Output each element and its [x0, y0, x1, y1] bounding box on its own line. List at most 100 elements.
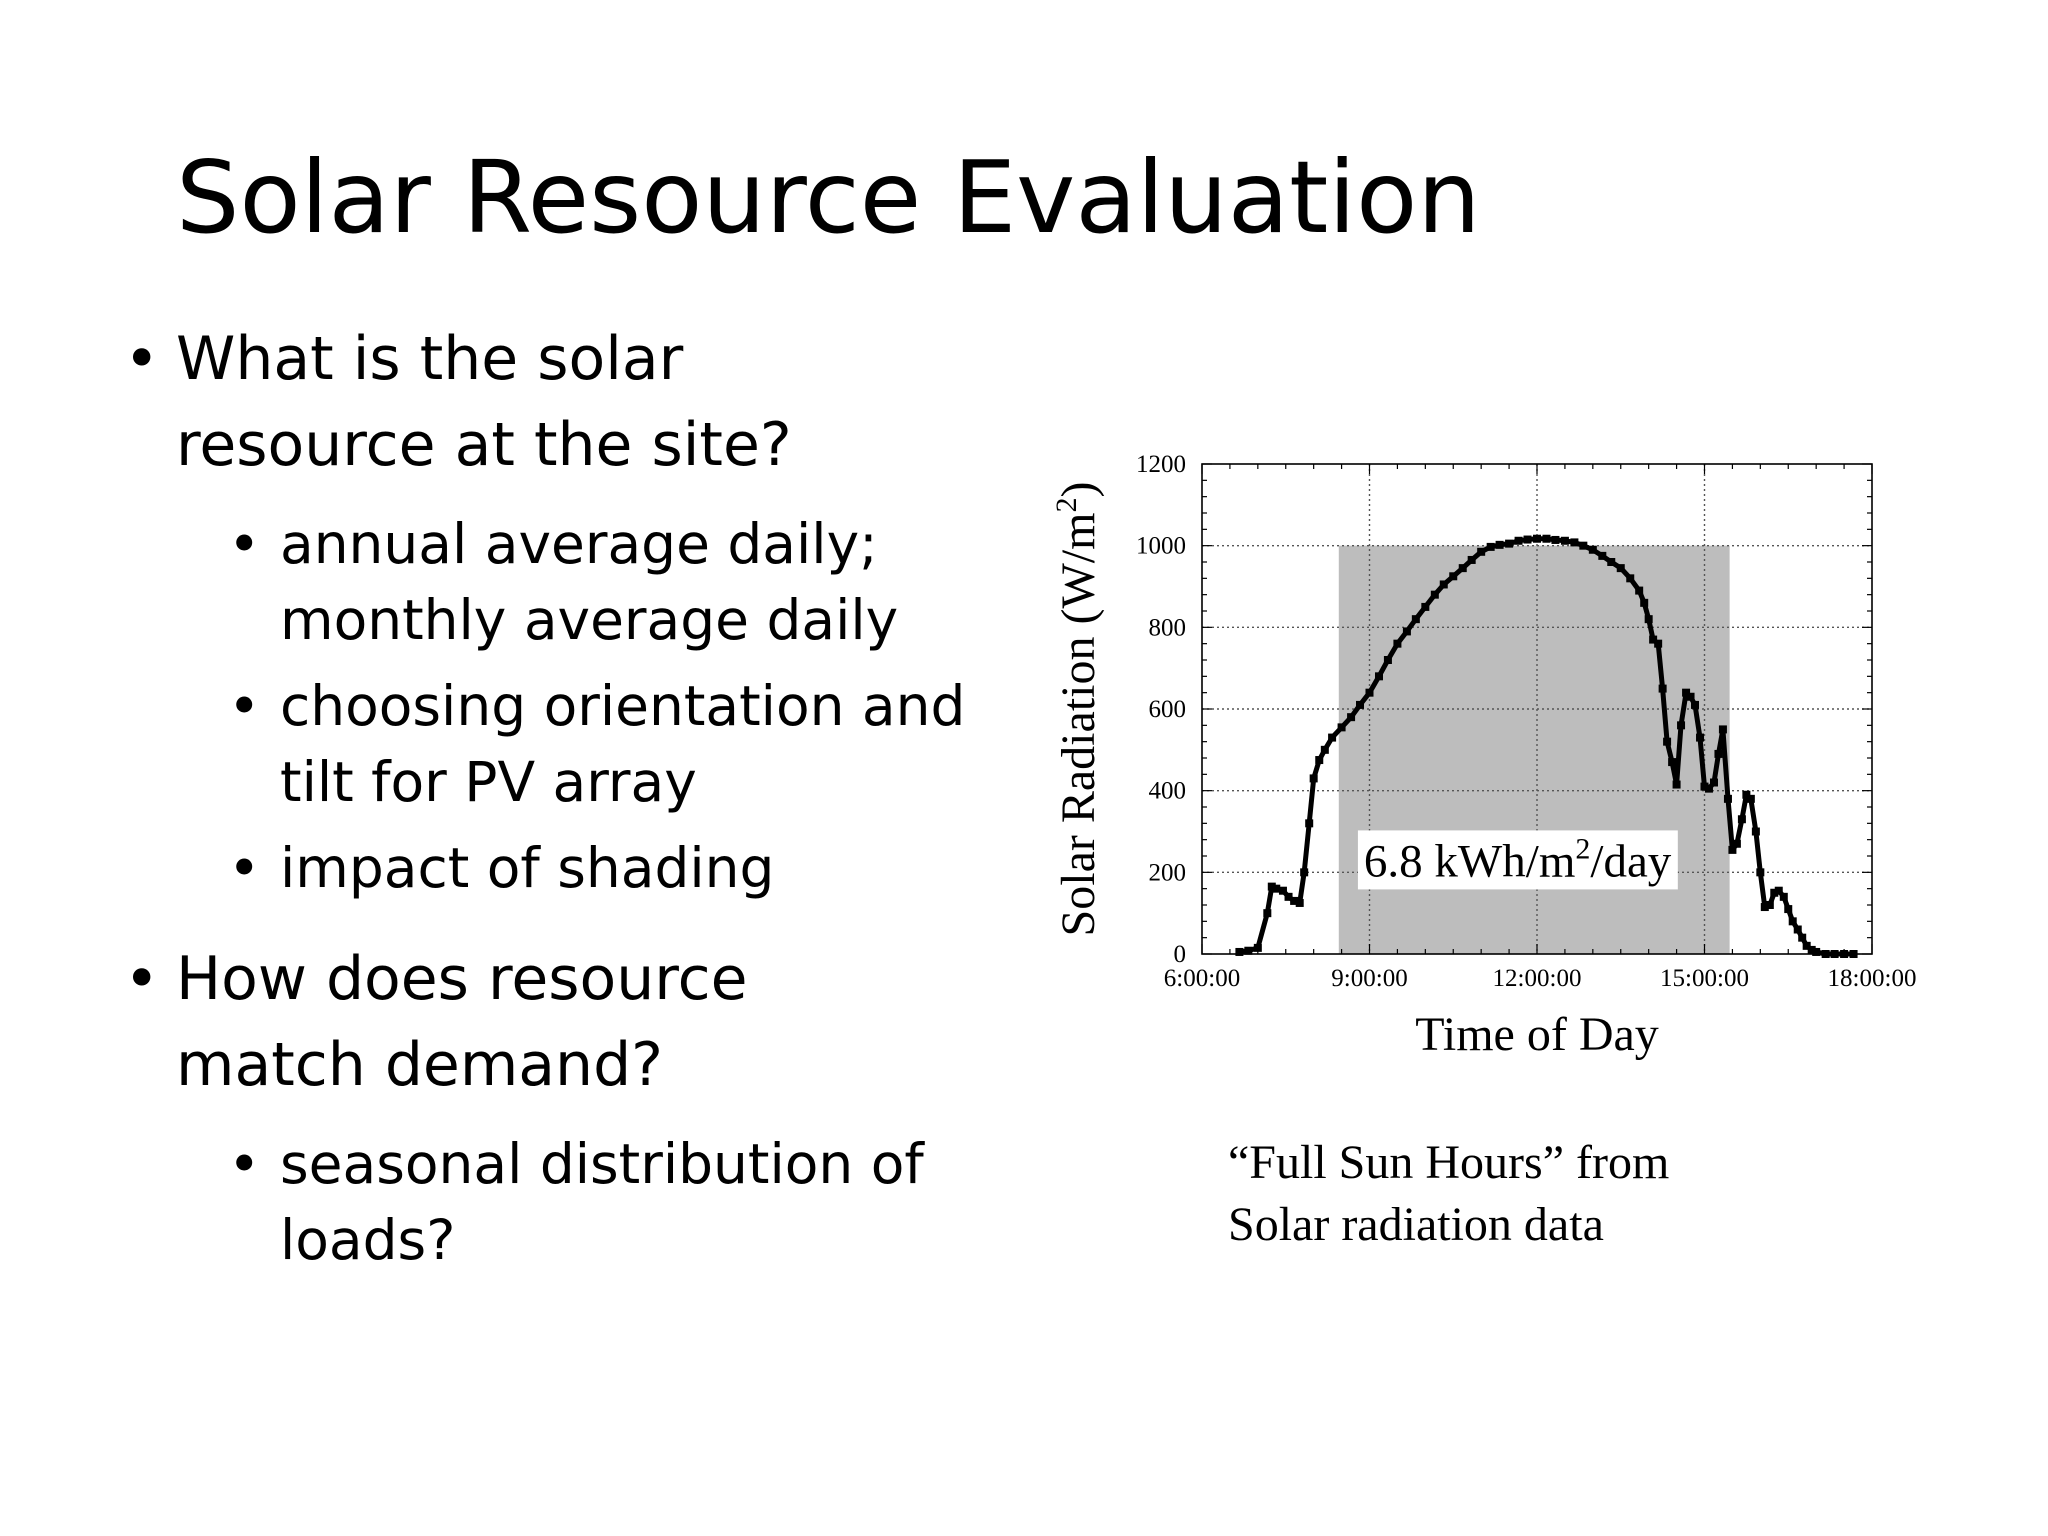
- radiation-data-point: [1696, 733, 1705, 742]
- y-tick-label: 200: [1149, 859, 1187, 886]
- radiation-data-point: [1290, 896, 1299, 905]
- radiation-data-point: [1751, 827, 1760, 836]
- subbullet-orientation: • choosing orientation and tilt for PV a…: [228, 668, 965, 820]
- caption-line: Solar radiation data: [1228, 1198, 1604, 1251]
- radiation-data-point: [1315, 756, 1324, 765]
- radiation-data-point: [1551, 535, 1560, 544]
- radiation-data-point: [1278, 886, 1287, 895]
- radiation-data-point: [1682, 688, 1691, 697]
- x-axis-title: Time of Day: [1415, 1008, 1659, 1061]
- radiation-data-point: [1253, 943, 1262, 952]
- caption-line: “Full Sun Hours” from: [1228, 1136, 1670, 1189]
- bullet-text-line: How does resource: [176, 944, 748, 1014]
- y-tick-label: 1200: [1136, 451, 1186, 478]
- radiation-data-point: [1812, 947, 1821, 956]
- radiation-data-point: [1793, 925, 1802, 934]
- radiation-data-point: [1802, 941, 1811, 950]
- slide-title: Solar Resource Evaluation: [176, 139, 1481, 256]
- radiation-data-point: [1421, 602, 1430, 611]
- radiation-data-point: [1267, 882, 1276, 891]
- radiation-data-point: [1709, 778, 1718, 787]
- radiation-data-point: [1295, 898, 1304, 907]
- radiation-data-point: [1849, 950, 1858, 958]
- radiation-data-point: [1663, 737, 1672, 746]
- radiation-data-point: [1477, 547, 1486, 556]
- radiation-data-point: [1798, 933, 1807, 942]
- bullet-dot: •: [228, 512, 261, 576]
- radiation-data-point: [1244, 946, 1253, 955]
- y-tick-label: 600: [1149, 696, 1187, 723]
- radiation-data-point: [1523, 535, 1532, 544]
- radiation-data-point: [1840, 950, 1849, 958]
- radiation-data-point: [1644, 615, 1653, 624]
- radiation-data-point: [1486, 542, 1495, 551]
- radiation-data-point: [1300, 868, 1309, 877]
- bullet-resource-demand: • How does resource match demand?: [124, 936, 748, 1108]
- subbullet-seasonal: • seasonal distribution of loads?: [228, 1126, 924, 1278]
- radiation-data-point: [1704, 784, 1713, 793]
- subbullet-annual-average: • annual average daily; monthly average …: [228, 506, 898, 658]
- annotation-energy-label: 6.8 kWh/m2/day: [1364, 832, 1672, 887]
- y-tick-label: 800: [1149, 614, 1187, 641]
- radiation-data-point: [1658, 684, 1667, 693]
- radiation-data-point: [1374, 672, 1383, 681]
- radiation-data-point: [1570, 538, 1579, 547]
- subbullet-text-line: seasonal distribution of: [280, 1132, 924, 1196]
- y-tick-label: 0: [1174, 941, 1187, 968]
- bullet-solar-resource: • What is the solar resource at the site…: [124, 316, 792, 488]
- bullet-dot: •: [228, 836, 261, 900]
- radiation-data-point: [1235, 947, 1244, 956]
- radiation-data-point: [1533, 534, 1541, 543]
- annotation-background: [1357, 830, 1678, 890]
- radiation-data-point: [1383, 656, 1392, 664]
- radiation-data-point: [1774, 886, 1783, 895]
- radiation-data-point: [1756, 868, 1765, 877]
- radiation-data-point: [1439, 580, 1448, 589]
- radiation-data-point: [1598, 551, 1607, 560]
- x-tick-label: 6:00:00: [1164, 965, 1240, 992]
- radiation-data-point: [1649, 635, 1658, 644]
- x-tick-label: 9:00:00: [1331, 965, 1407, 992]
- radiation-data-point: [1737, 815, 1746, 824]
- radiation-data-point: [1356, 700, 1365, 709]
- subbullet-text-line: tilt for PV array: [280, 750, 697, 814]
- radiation-data-point: [1807, 945, 1816, 954]
- radiation-data-point: [1272, 884, 1281, 893]
- radiation-data-point: [1505, 539, 1514, 548]
- y-tick-label: 400: [1149, 778, 1187, 805]
- radiation-data-point: [1668, 758, 1677, 767]
- radiation-data-point: [1430, 590, 1439, 599]
- bullet-dot: •: [124, 324, 160, 394]
- y-axis-title: Solar Radiation (W/m2): [1050, 482, 1105, 937]
- radiation-data-point: [1765, 901, 1774, 909]
- radiation-data-point: [1467, 555, 1476, 564]
- bullet-dot: •: [228, 1132, 261, 1196]
- radiation-data-point: [1821, 950, 1830, 958]
- radiation-data-point: [1626, 574, 1635, 583]
- radiation-data-point: [1732, 839, 1741, 848]
- radiation-data-point: [1830, 950, 1839, 958]
- radiation-data-point: [1305, 819, 1314, 828]
- bullet-text-line: match demand?: [176, 1030, 664, 1100]
- radiation-data-point: [1495, 540, 1504, 549]
- radiation-data-point: [1616, 564, 1625, 573]
- subbullet-shading: • impact of shading: [228, 830, 775, 906]
- radiation-data-point: [1742, 790, 1751, 799]
- radiation-data-point: [1458, 564, 1467, 573]
- x-tick-label: 15:00:00: [1660, 965, 1749, 992]
- subbullet-text-line: impact of shading: [280, 836, 775, 900]
- radiation-data-point: [1337, 723, 1346, 732]
- radiation-data-point: [1320, 745, 1329, 754]
- bullet-dot: •: [228, 674, 261, 738]
- radiation-data-point: [1714, 749, 1723, 758]
- radiation-data-point: [1718, 725, 1727, 734]
- radiation-data-point: [1770, 888, 1779, 897]
- subbullet-text-line: loads?: [280, 1208, 456, 1272]
- radiation-data-point: [1309, 774, 1318, 783]
- radiation-data-point: [1723, 794, 1732, 803]
- radiation-data-point: [1654, 639, 1663, 648]
- radiation-data-point: [1579, 541, 1588, 550]
- x-tick-label: 18:00:00: [1828, 965, 1917, 992]
- radiation-data-point: [1411, 615, 1420, 624]
- radiation-data-point: [1402, 627, 1411, 636]
